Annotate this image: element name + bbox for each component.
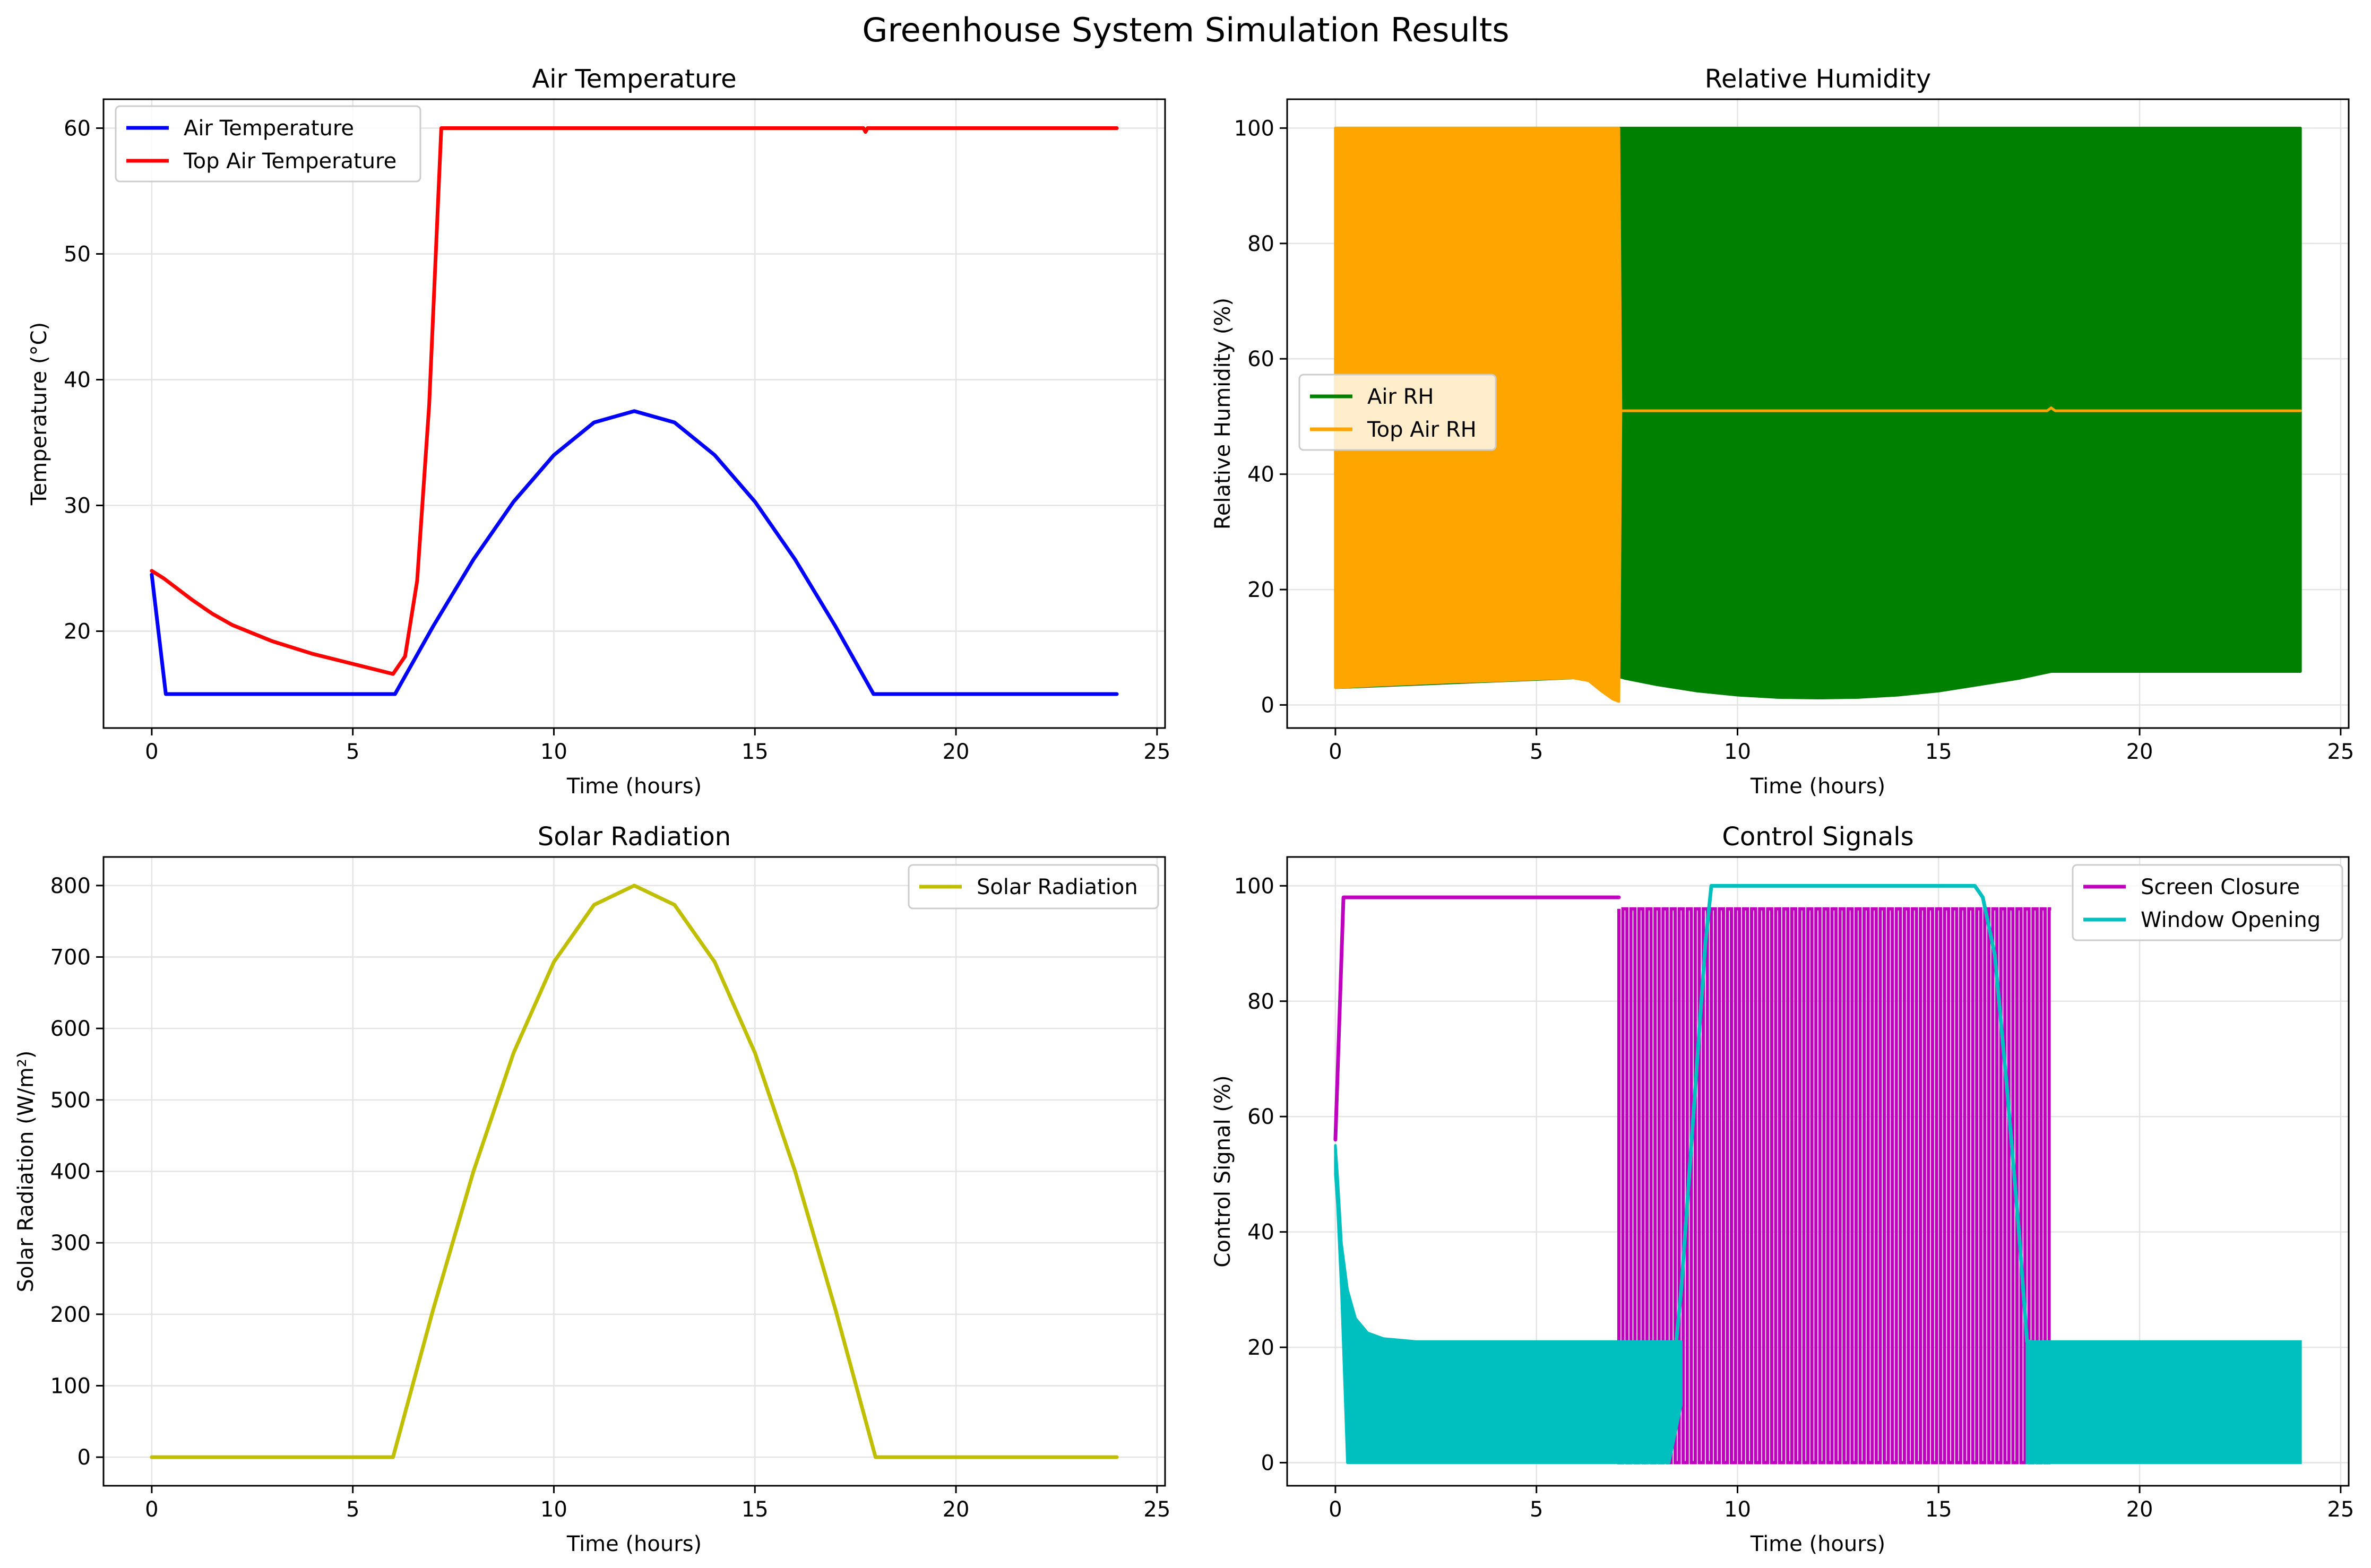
temperature-legend: [115, 105, 421, 183]
temperature-data-layer: [150, 126, 1119, 696]
humidity-x-axis-label: Time (hours): [1750, 774, 1885, 799]
humidity-series-top-air-rh-band: [1334, 126, 2302, 703]
control-panel: 0 5 10 15 20 25 0 20 40 60 80 100 Control Signals Tim…: [1211, 822, 2354, 1556]
temperature-x-tick-label: 25: [1143, 740, 1170, 764]
humidity-x-tick-label: 10: [1724, 740, 1751, 764]
control-y-axis-label: Control Signal (%): [1211, 1075, 1235, 1267]
solar-y-tick-label: 300: [50, 1231, 91, 1255]
control-legend: [2072, 864, 2343, 941]
solar-y-tick-label: 0: [77, 1445, 91, 1470]
control-x-tick-label: 5: [1530, 1497, 1543, 1522]
humidity-y-tick-label: 80: [1247, 232, 1274, 256]
humidity-data-layer: [1334, 126, 2302, 703]
temperature-y-axis-label: Temperature (°C): [27, 322, 51, 506]
temperature-axes-frame: [102, 98, 1166, 729]
humidity-title: Relative Humidity: [1705, 64, 1931, 94]
solar-legend-label-solar-radiation: Solar Radiation: [977, 875, 1138, 899]
control-title: Control Signals: [1722, 822, 1913, 852]
temperature-legend-label-top-air-temperature: Top Air Temperature: [183, 149, 396, 174]
solar-y-tick-label: 700: [50, 946, 91, 970]
temperature-title: Air Temperature: [532, 64, 736, 94]
control-series-screen-closure-oscillation: [1617, 907, 2051, 1465]
temperature-series-air-temperature-line: [150, 409, 1119, 696]
control-x-tick-label: 15: [1925, 1497, 1952, 1522]
temperature-y-tick-label: 60: [64, 117, 91, 141]
solar-x-tick-label: 10: [540, 1497, 567, 1522]
humidity-x-tick-label: 25: [2327, 740, 2354, 764]
control-series-window-opening-line: [1643, 883, 2033, 1465]
temperature-series-top-air-temperature-line: [150, 126, 1119, 676]
solar-panel: 0 5 10 15 20 25 0 100 200 300 400 500 600 700 800 Solar…: [14, 822, 1170, 1556]
humidity-x-tick-label: 0: [1329, 740, 1342, 764]
solar-x-tick-label: 5: [346, 1497, 359, 1522]
humidity-legend-label-top-air-rh: Top Air RH: [1367, 418, 1477, 442]
temperature-x-tick-label: 10: [540, 740, 567, 764]
solar-y-tick-label: 800: [50, 874, 91, 898]
temperature-x-tick-label: 5: [346, 740, 359, 764]
control-series-window-opening-band: [1334, 1144, 1683, 1464]
control-y-tick-label: 60: [1247, 1105, 1274, 1129]
solar-x-tick-label: 0: [145, 1497, 158, 1522]
solar-y-tick-label: 600: [50, 1017, 91, 1041]
temperature-x-axis-label: Time (hours): [566, 774, 702, 799]
temperature-x-tick-label: 15: [742, 740, 769, 764]
control-axes-frame: [1286, 856, 2350, 1487]
humidity-panel: 0 5 10 15 20 25 0 20 40 60 80 100 Relative Humidity T…: [1211, 64, 2354, 799]
control-legend-label-window-opening: Window Opening: [2141, 908, 2321, 932]
temperature-plot-area: [104, 99, 1165, 728]
control-x-tick-label: 0: [1329, 1497, 1342, 1522]
figure-title: Greenhouse System Simulation Results: [862, 11, 1509, 49]
solar-x-tick-label: 15: [742, 1497, 769, 1522]
humidity-x-tick-label: 15: [1925, 740, 1952, 764]
solar-y-tick-label: 200: [50, 1303, 91, 1327]
solar-x-tick-label: 20: [943, 1497, 970, 1522]
solar-y-axis-label: Solar Radiation (W/m²): [14, 1051, 38, 1293]
control-y-tick-label: 40: [1247, 1220, 1274, 1245]
solar-data-layer: [150, 883, 1119, 1459]
control-y-tick-label: 100: [1234, 874, 1274, 898]
control-x-tick-label: 10: [1724, 1497, 1751, 1522]
temperature-x-tick-label: 0: [145, 740, 158, 764]
solar-title: Solar Radiation: [538, 822, 731, 852]
control-series-window-opening-band-late: [2025, 1340, 2302, 1464]
humidity-y-tick-label: 60: [1247, 347, 1274, 371]
control-series-screen-closure-line: [1333, 895, 1621, 1142]
temperature-panel: 0 5 10 15 20 25 20 30 40 50 60 Air Temperature Time …: [27, 64, 1170, 799]
humidity-x-tick-label: 20: [2126, 740, 2153, 764]
humidity-axes-frame: [1286, 98, 2350, 729]
solar-x-axis-label: Time (hours): [566, 1532, 702, 1556]
humidity-y-axis-label: Relative Humidity (%): [1211, 298, 1235, 530]
temperature-y-tick-label: 40: [64, 368, 91, 393]
control-x-tick-label: 20: [2126, 1497, 2153, 1522]
temperature-x-tick-label: 20: [943, 740, 970, 764]
control-x-axis-label: Time (hours): [1750, 1532, 1885, 1556]
control-x-tick-label: 25: [2327, 1497, 2354, 1522]
solar-legend: [908, 864, 1159, 909]
control-data-layer: [1333, 883, 2302, 1465]
control-y-tick-label: 20: [1247, 1336, 1274, 1360]
humidity-legend-label-air-rh: Air RH: [1367, 385, 1434, 409]
solar-y-tick-label: 400: [50, 1160, 91, 1184]
control-y-tick-label: 0: [1261, 1451, 1274, 1476]
humidity-y-tick-label: 0: [1261, 694, 1274, 718]
temperature-y-tick-label: 30: [64, 494, 91, 518]
humidity-y-tick-label: 20: [1247, 578, 1274, 602]
humidity-x-tick-label: 5: [1530, 740, 1543, 764]
solar-series-solar-radiation-line: [150, 883, 1119, 1459]
solar-y-tick-label: 500: [50, 1088, 91, 1113]
solar-x-tick-label: 25: [1143, 1497, 1170, 1522]
humidity-y-tick-label: 100: [1234, 116, 1274, 141]
temperature-y-tick-label: 50: [64, 242, 91, 267]
temperature-legend-label-air-temperature: Air Temperature: [184, 116, 354, 141]
control-legend-label-screen-closure: Screen Closure: [2141, 875, 2300, 899]
temperature-y-tick-label: 20: [64, 620, 91, 644]
control-y-tick-label: 80: [1247, 990, 1274, 1014]
solar-y-tick-label: 100: [50, 1374, 91, 1398]
humidity-y-tick-label: 40: [1247, 463, 1274, 487]
